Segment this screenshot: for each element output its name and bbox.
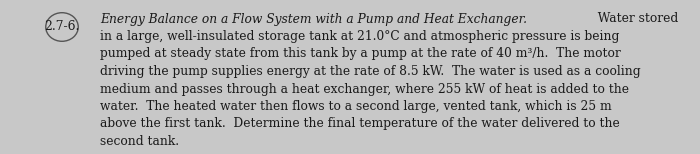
Text: Energy Balance on a Flow System with a Pump and Heat Exchanger.: Energy Balance on a Flow System with a P…: [100, 12, 527, 26]
Text: Water stored: Water stored: [590, 12, 678, 26]
Text: driving the pump supplies energy at the rate of 8.5 kW.  The water is used as a : driving the pump supplies energy at the …: [100, 65, 640, 78]
Text: water.  The heated water then flows to a second large, vented tank, which is 25 : water. The heated water then flows to a …: [100, 100, 612, 113]
Text: second tank.: second tank.: [100, 135, 179, 148]
Text: in a large, well-insulated storage tank at 21.0°C and atmospheric pressure is be: in a large, well-insulated storage tank …: [100, 30, 620, 43]
Text: above the first tank.  Determine the final temperature of the water delivered to: above the first tank. Determine the fina…: [100, 118, 620, 130]
Text: pumped at steady state from this tank by a pump at the rate of 40 m³/h.  The mot: pumped at steady state from this tank by…: [100, 47, 621, 61]
Text: 2.7-6.: 2.7-6.: [44, 20, 80, 34]
Text: medium and passes through a heat exchanger, where 255 kW of heat is added to the: medium and passes through a heat exchang…: [100, 83, 629, 95]
